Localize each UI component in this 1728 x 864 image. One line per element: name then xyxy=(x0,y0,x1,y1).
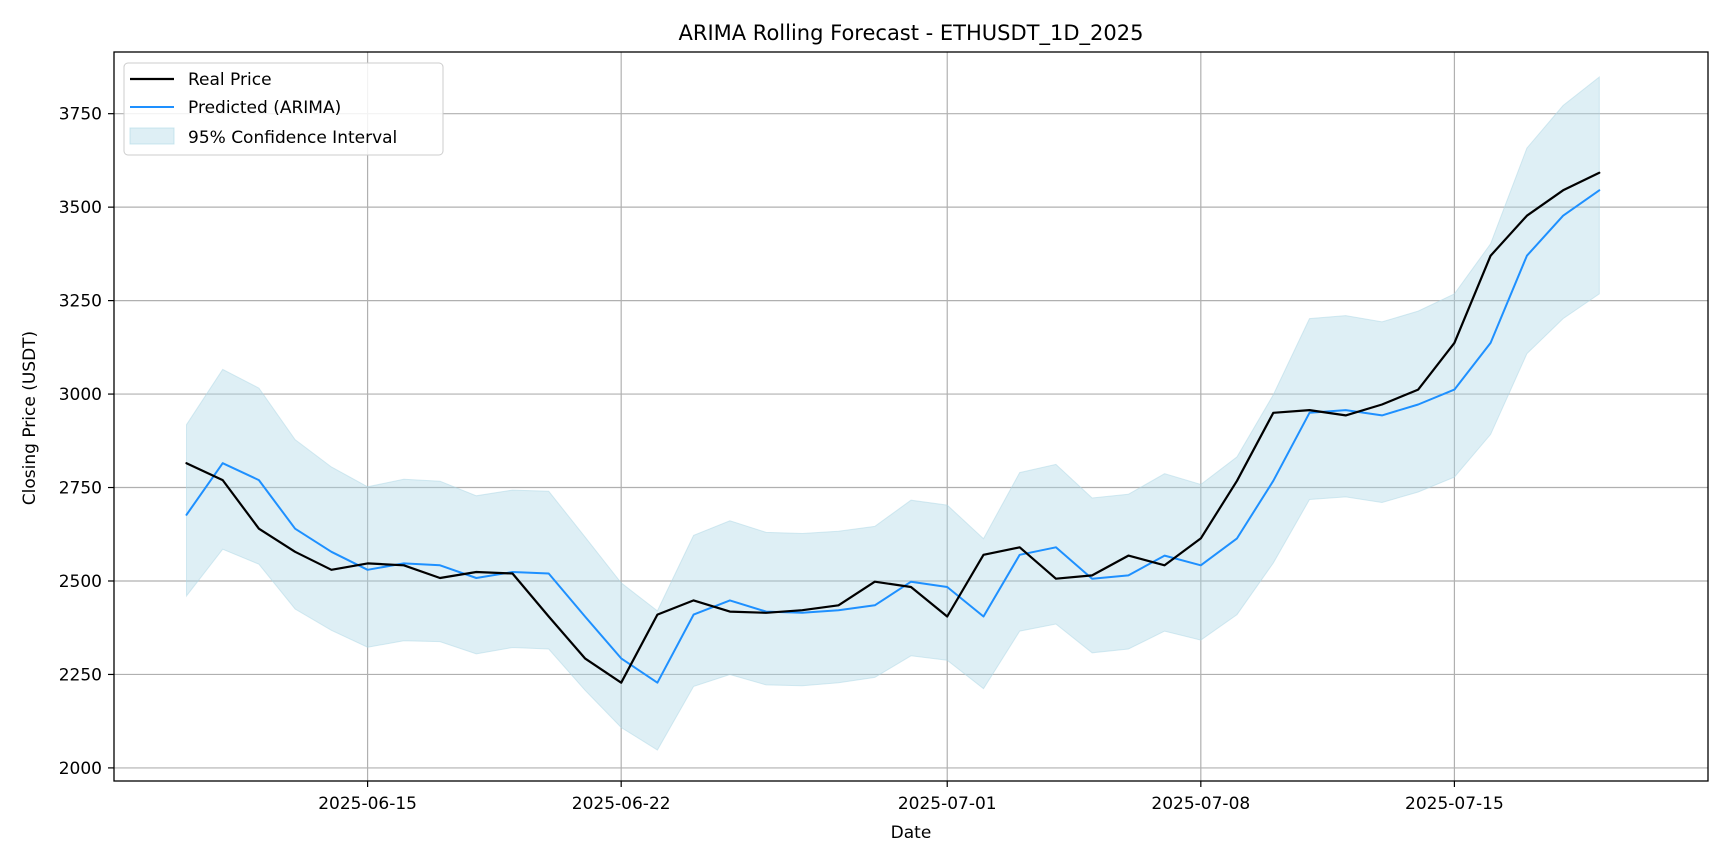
plot-frame xyxy=(113,51,1709,782)
x-tick-label: 2025-07-15 xyxy=(1405,794,1504,814)
x-axis-label: Date xyxy=(891,823,932,843)
y-tick-label: 2250 xyxy=(59,665,102,685)
y-tick-label: 3500 xyxy=(59,198,102,218)
y-axis-label: Closing Price (USDT) xyxy=(20,331,40,505)
y-tick-label: 3750 xyxy=(59,105,102,125)
x-tick-label: 2025-07-01 xyxy=(898,794,997,814)
chart-title: ARIMA Rolling Forecast - ETHUSDT_1D_2025 xyxy=(679,21,1144,46)
y-tick-label: 2750 xyxy=(59,479,102,499)
x-tick-label: 2025-06-22 xyxy=(572,794,671,814)
legend: Real Price Predicted (ARIMA) 95% Confide… xyxy=(123,62,444,156)
y-axis-ticks: 2000 2250 2500 2750 3000 3250 3500 3750 xyxy=(59,105,114,779)
legend-label-predicted: Predicted (ARIMA) xyxy=(188,98,341,118)
real-price-line xyxy=(185,171,1601,684)
y-tick-label: 3000 xyxy=(59,385,102,405)
x-axis-ticks: 2025-06-15 2025-06-22 2025-07-01 2025-07-08… xyxy=(318,781,1504,814)
legend-label-confidence-interval: 95% Confidence Interval xyxy=(188,128,397,148)
series-lines xyxy=(185,171,1601,684)
confidence-interval-area xyxy=(186,75,1600,751)
predicted-arima-line xyxy=(185,189,1601,684)
legend-label-real-price: Real Price xyxy=(188,70,272,90)
confidence-interval-band xyxy=(186,75,1600,751)
y-tick-label: 2500 xyxy=(59,572,102,592)
x-tick-label: 2025-06-15 xyxy=(318,794,417,814)
legend-swatch-confidence-interval xyxy=(129,127,175,145)
y-tick-label: 2000 xyxy=(59,759,102,779)
legend-box xyxy=(123,62,444,156)
y-tick-label: 3250 xyxy=(59,292,102,312)
x-tick-label: 2025-07-08 xyxy=(1151,794,1250,814)
